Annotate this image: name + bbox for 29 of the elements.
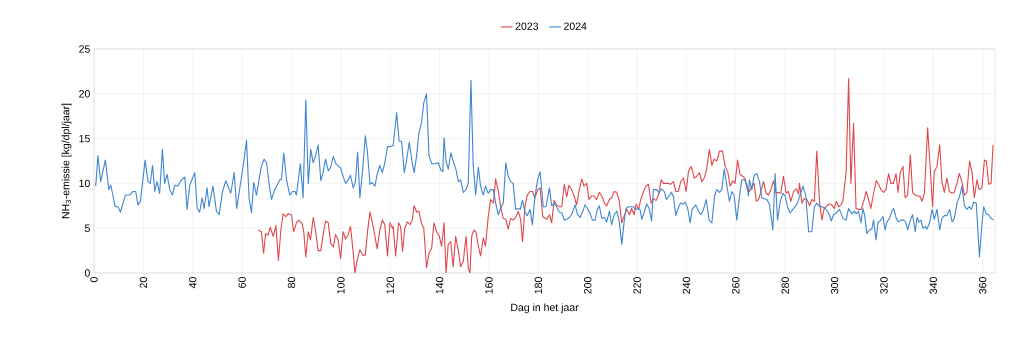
x-tick-label: 360 [978, 277, 987, 294]
y-tick-label: 10 [79, 179, 90, 188]
x-tick-label: 220 [633, 277, 641, 294]
x-tick-label: 320 [880, 277, 888, 294]
x-tick-label: 260 [732, 277, 740, 294]
legend-label: 2023 [515, 22, 539, 30]
x-tick-label: 280 [781, 277, 789, 294]
x-tick-label: 300 [830, 277, 839, 294]
y-tick-label: 0 [84, 269, 90, 277]
y-tick-label: 20 [79, 90, 90, 98]
legend-label: 2024 [564, 22, 587, 30]
y-tick-label: 15 [79, 134, 90, 143]
x-axis-title: Dag in het jaar [511, 303, 579, 314]
y-axis-title: NH$_{3}$-emissie [kg/dpl/jaar] [61, 103, 72, 219]
x-tick-label: 80 [287, 277, 296, 288]
x-tick-label: 160 [485, 277, 493, 294]
x-tick-label: 240 [682, 277, 691, 294]
x-tick-label: 180 [534, 277, 543, 294]
x-tick-label: 40 [189, 277, 197, 289]
x-tick-label: 60 [238, 277, 246, 288]
x-tick-label: 0 [90, 277, 98, 283]
x-tick-label: 140 [435, 277, 444, 294]
y-tick-label: 25 [79, 45, 90, 53]
x-tick-label: 200 [584, 277, 592, 294]
x-tick-label: 100 [337, 277, 345, 294]
x-tick-label: 120 [386, 277, 394, 294]
x-tick-label: 340 [929, 277, 938, 294]
x-tick-label: 20 [139, 277, 148, 288]
y-tick-label: 5 [84, 224, 90, 232]
